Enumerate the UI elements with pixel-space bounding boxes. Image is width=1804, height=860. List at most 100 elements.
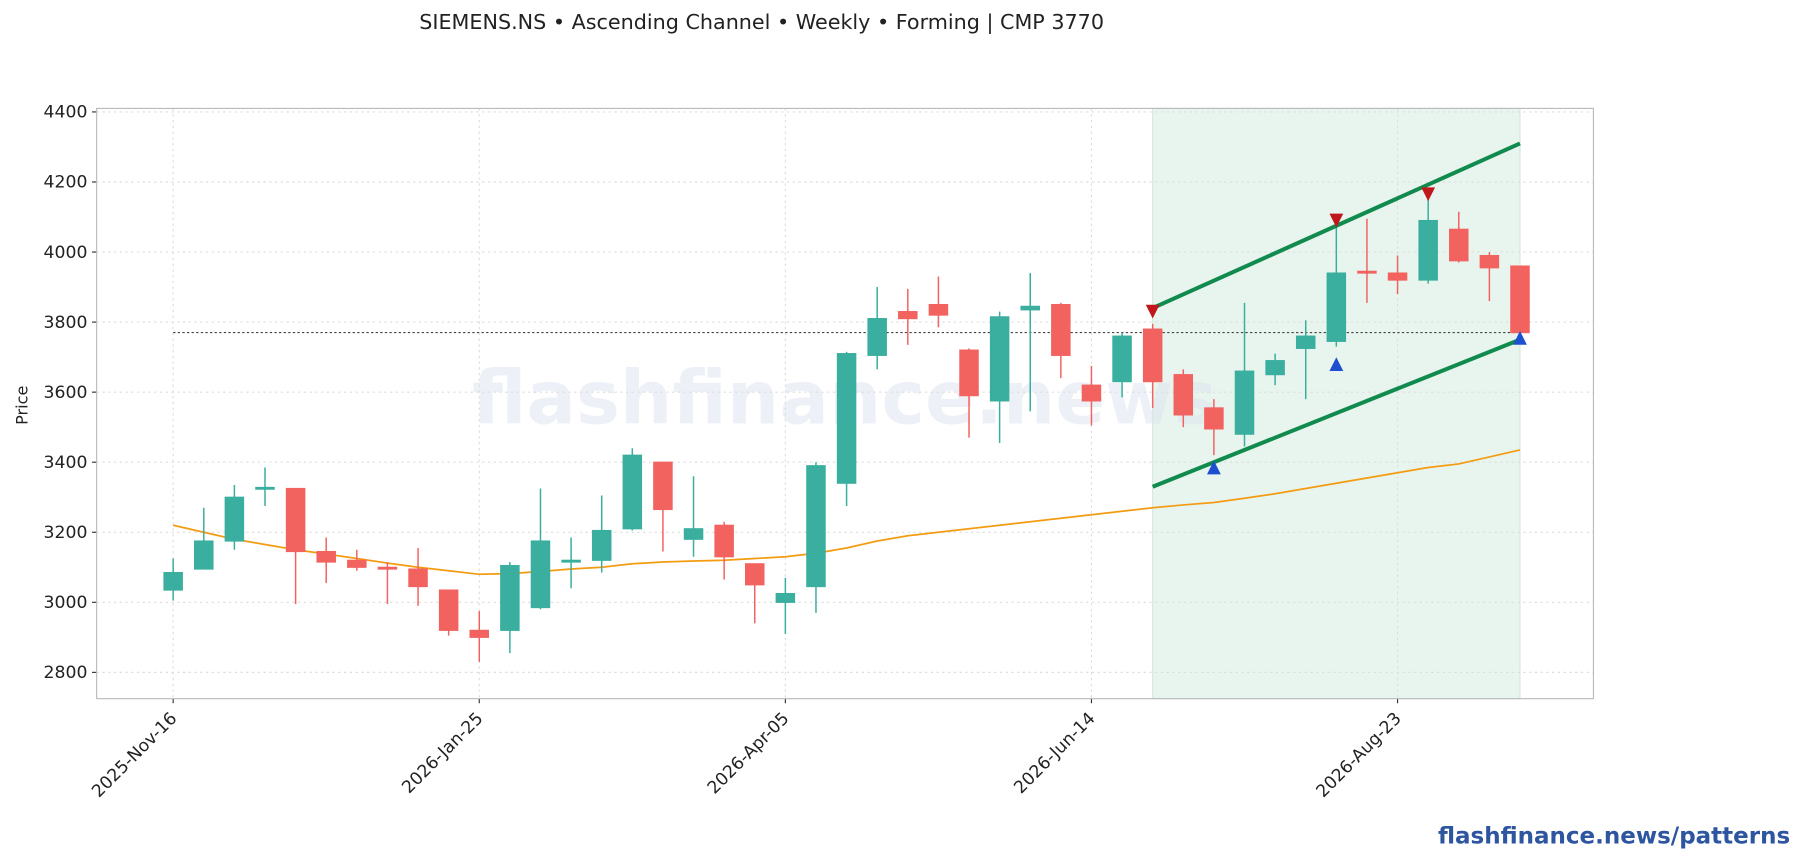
candle-body [316,550,336,563]
y-tick-label: 4400 [44,103,88,123]
candle [163,558,183,601]
footer: flashfinance.news/patterns [1438,824,1790,850]
candle-body [1265,360,1285,376]
candle-body [347,559,367,568]
candle [255,467,275,506]
candle [775,577,796,634]
candle-body [194,540,214,570]
pivot-low [1206,460,1221,475]
candle-body [163,571,183,591]
candle-body [928,304,949,316]
candle-body [1020,305,1040,311]
candle [836,351,857,506]
y-tick-label: 3400 [44,453,88,473]
candle-body [1479,254,1500,269]
y-tick-label: 3600 [44,383,88,403]
candle [1387,255,1408,295]
candle-body [1234,370,1255,435]
candle [1173,369,1194,428]
candle [1510,265,1530,334]
candle [194,507,214,570]
candle-body [285,487,306,553]
candle [469,611,490,662]
candle-body [1204,407,1224,430]
y-tick-label: 4000 [44,243,88,263]
candle-body [530,540,551,609]
candle [285,487,306,605]
x-tick-label: 2026-Aug-23 [1313,709,1406,802]
candle [1418,196,1438,284]
candle [347,549,367,571]
candle [591,495,612,573]
candle-body [836,353,857,484]
candle-body [653,461,673,511]
candle-body [1418,219,1438,281]
candle [1204,399,1224,456]
candle [1142,323,1163,408]
candle-body [469,629,490,638]
chart-title: SIEMENS.NS • Ascending Channel • Weekly … [419,10,1104,35]
pivot-high [1329,213,1344,228]
candle [1265,353,1285,386]
candle-body [224,496,245,542]
candle [928,276,949,328]
candle [683,476,704,557]
candle-body [775,592,796,603]
candle-body [683,528,704,540]
candle [622,448,643,531]
y-tick-label: 3800 [44,313,88,333]
candle [959,348,979,438]
candle [438,589,459,636]
candle-body [408,568,428,588]
candle [806,462,826,613]
candle-body [561,559,581,563]
candle-body [1112,335,1132,383]
candle [989,311,1010,443]
y-tick-label: 2800 [44,663,88,683]
candle-body [1357,270,1377,274]
candle-body [806,465,826,588]
y-tick-label: 3000 [44,593,88,613]
candle [1479,252,1500,302]
x-tick-label: 2026-Jun-14 [1010,709,1099,798]
candle-body [959,349,979,397]
candle-body [1173,374,1194,416]
candle [1234,302,1255,447]
candle [1081,365,1102,426]
candle-body [989,316,1010,402]
candle-body [500,564,520,631]
candle [898,288,918,345]
candle-body [1449,228,1469,262]
x-tick-label: 2025-Nov-16 [88,709,181,802]
candle-body [1387,272,1408,281]
candle [530,488,551,610]
candle [714,521,734,580]
candle-body [377,566,398,570]
pivot-low [1513,330,1527,345]
candle [408,548,428,606]
candle-body [1081,384,1102,402]
plot-frame [96,107,1595,700]
candle-body [438,589,459,631]
candle [377,562,398,605]
candle-body [1510,265,1530,334]
x-tick-label: 2026-Apr-05 [704,709,794,799]
candle [1020,273,1040,412]
candle-body [622,454,643,530]
candle [224,484,245,550]
pivot-low [1329,357,1344,372]
candle-body [744,563,765,586]
y-tick-label: 3200 [44,523,88,543]
x-tick-label: 2026-Jan-25 [398,709,487,798]
candle-body [1142,328,1163,383]
candle [1449,211,1469,263]
candle-body [1295,335,1316,349]
candle-body [1326,272,1347,342]
y-tick-label: 4200 [44,173,88,193]
candle [744,563,765,624]
candle-body [898,311,918,320]
candle [316,537,336,584]
candle [561,537,581,589]
candle [1357,218,1377,303]
